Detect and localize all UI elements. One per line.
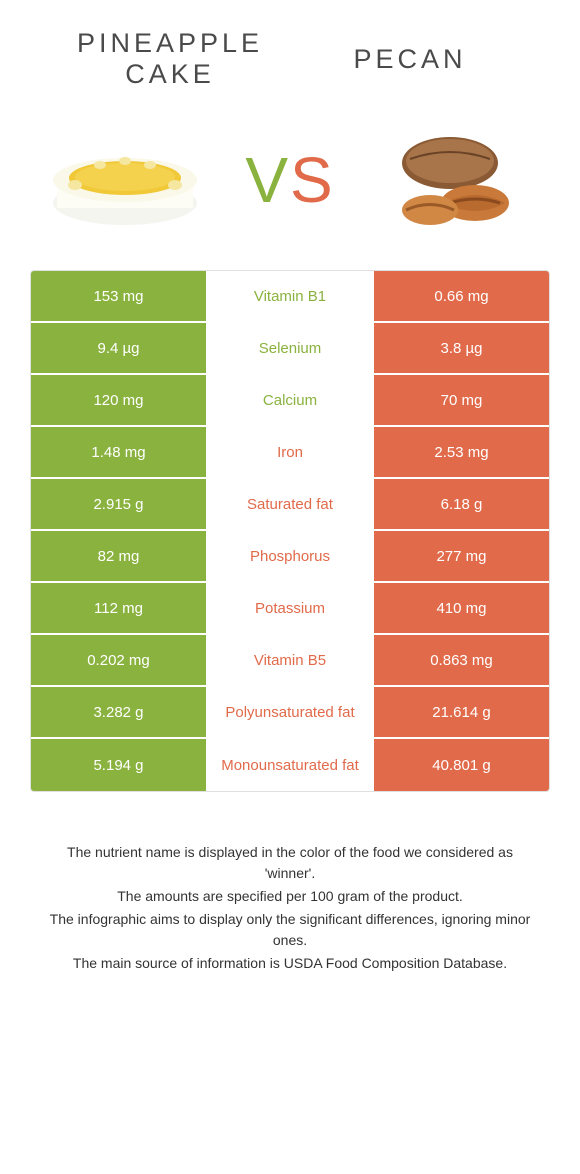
right-value: 6.18 g (374, 479, 549, 529)
header: PINEAPPLECAKE PECAN (0, 0, 580, 100)
nutrient-name: Vitamin B5 (206, 635, 374, 685)
vs-s: S (290, 144, 335, 216)
left-value: 9.4 µg (31, 323, 206, 373)
left-value: 0.202 mg (31, 635, 206, 685)
left-value: 2.915 g (31, 479, 206, 529)
nutrient-name: Polyunsaturated fat (206, 687, 374, 737)
right-value: 0.66 mg (374, 271, 549, 321)
footnote-line: The infographic aims to display only the… (40, 909, 540, 951)
table-row: 2.915 gSaturated fat6.18 g (31, 479, 549, 531)
right-value: 21.614 g (374, 687, 549, 737)
right-value: 40.801 g (374, 739, 549, 791)
nutrient-name: Potassium (206, 583, 374, 633)
nutrient-name: Saturated fat (206, 479, 374, 529)
table-row: 112 mgPotassium410 mg (31, 583, 549, 635)
table-row: 0.202 mgVitamin B50.863 mg (31, 635, 549, 687)
footnote-line: The main source of information is USDA F… (40, 953, 540, 974)
table-row: 82 mgPhosphorus277 mg (31, 531, 549, 583)
footnotes: The nutrient name is displayed in the co… (0, 792, 580, 974)
right-value: 2.53 mg (374, 427, 549, 477)
table-row: 3.282 gPolyunsaturated fat21.614 g (31, 687, 549, 739)
nutrient-table: 153 mgVitamin B10.66 mg9.4 µgSelenium3.8… (30, 270, 550, 792)
table-row: 120 mgCalcium70 mg (31, 375, 549, 427)
left-value: 1.48 mg (31, 427, 206, 477)
right-value: 0.863 mg (374, 635, 549, 685)
right-value: 70 mg (374, 375, 549, 425)
left-food-title: PINEAPPLECAKE (50, 28, 290, 90)
vs-label: VS (245, 143, 334, 217)
table-row: 9.4 µgSelenium3.8 µg (31, 323, 549, 375)
table-row: 1.48 mgIron2.53 mg (31, 427, 549, 479)
nutrient-name: Selenium (206, 323, 374, 373)
left-value: 112 mg (31, 583, 206, 633)
nutrient-name: Iron (206, 427, 374, 477)
left-value: 153 mg (31, 271, 206, 321)
right-value: 410 mg (374, 583, 549, 633)
left-value: 5.194 g (31, 739, 206, 791)
footnote-line: The amounts are specified per 100 gram o… (40, 886, 540, 907)
left-value: 82 mg (31, 531, 206, 581)
right-food-title: PECAN (290, 44, 530, 75)
vs-v: V (245, 144, 290, 216)
nutrient-name: Calcium (206, 375, 374, 425)
nutrient-name: Vitamin B1 (206, 271, 374, 321)
nutrient-name: Phosphorus (206, 531, 374, 581)
pineapple-cake-icon (40, 120, 210, 240)
nutrient-name: Monounsaturated fat (206, 739, 374, 791)
pecan-icon (370, 120, 540, 240)
left-value: 120 mg (31, 375, 206, 425)
left-value: 3.282 g (31, 687, 206, 737)
footnote-line: The nutrient name is displayed in the co… (40, 842, 540, 884)
right-value: 277 mg (374, 531, 549, 581)
right-value: 3.8 µg (374, 323, 549, 373)
table-row: 153 mgVitamin B10.66 mg (31, 271, 549, 323)
table-row: 5.194 gMonounsaturated fat40.801 g (31, 739, 549, 791)
hero-row: VS (0, 100, 580, 270)
